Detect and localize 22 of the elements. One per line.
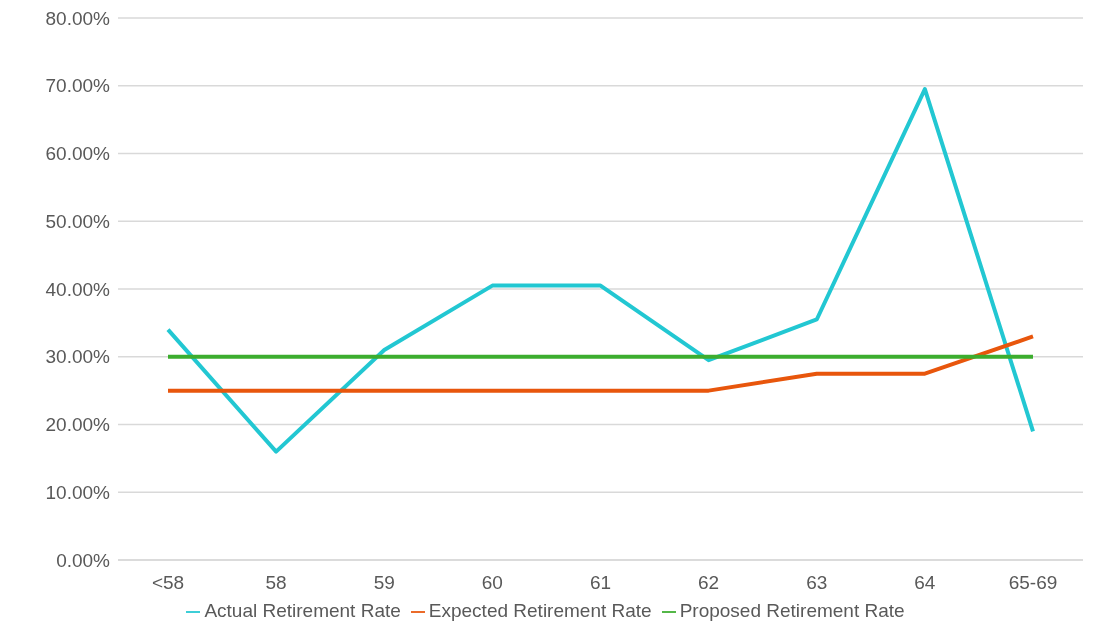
legend-label: Actual Retirement Rate bbox=[204, 600, 401, 621]
legend-label: Expected Retirement Rate bbox=[428, 600, 652, 621]
legend-label: Proposed Retirement Rate bbox=[679, 600, 905, 621]
y-tick-label: 30.00% bbox=[45, 346, 111, 368]
y-tick-label: 0.00% bbox=[56, 549, 111, 571]
x-tick-label: 60 bbox=[481, 572, 503, 594]
x-tick-label: 59 bbox=[373, 572, 395, 594]
line-series bbox=[166, 87, 1035, 454]
x-tick-label: <58 bbox=[151, 572, 185, 594]
y-tick-label: 10.00% bbox=[45, 481, 111, 503]
x-tick-label: 62 bbox=[698, 572, 720, 594]
x-tick-label: 61 bbox=[589, 572, 612, 594]
y-tick-label: 20.00% bbox=[45, 414, 111, 436]
y-tick-label: 70.00% bbox=[45, 75, 111, 97]
x-tick-label: 63 bbox=[806, 572, 828, 594]
y-tick-label: 50.00% bbox=[45, 210, 111, 232]
y-tick-label: 80.00% bbox=[45, 7, 111, 29]
y-tick-label: 60.00% bbox=[45, 143, 111, 165]
x-tick-label: 58 bbox=[265, 572, 287, 594]
y-tick-label: 40.00% bbox=[45, 278, 111, 300]
x-tick-label: 64 bbox=[914, 572, 936, 594]
x-tick-label: 65-69 bbox=[1008, 572, 1058, 594]
